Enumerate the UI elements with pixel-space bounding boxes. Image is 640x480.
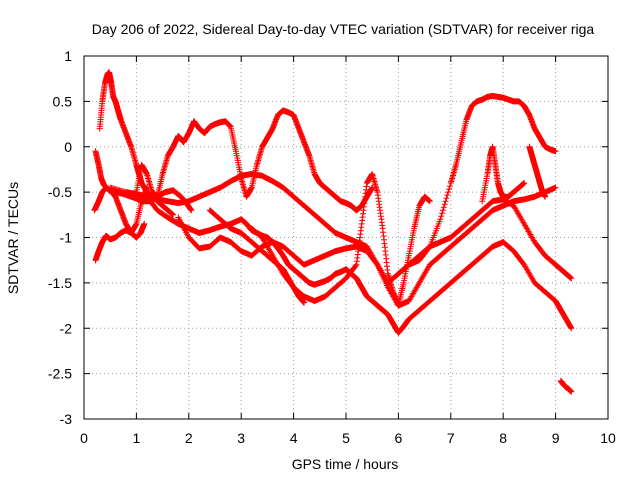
y-tick-label: 0.5 xyxy=(53,93,73,109)
series-track-12 xyxy=(479,143,528,205)
y-axis-label: SDTVAR / TECUs xyxy=(5,182,21,294)
x-axis-label: GPS time / hours xyxy=(292,456,399,472)
data-point-markers xyxy=(395,92,559,277)
y-tick-label: -1.5 xyxy=(48,275,72,291)
y-tick-label: -1 xyxy=(60,230,73,246)
y-tick-label: -0.5 xyxy=(48,184,72,200)
x-tick-label: 3 xyxy=(237,430,245,446)
x-axis: 0 1 2 3 4 5 6 7 8 9 10 xyxy=(80,56,616,446)
x-tick-label: 4 xyxy=(290,430,298,446)
x-tick-label: 0 xyxy=(80,430,88,446)
data-point-markers xyxy=(557,377,575,395)
series-track-11 xyxy=(395,92,559,277)
y-tick-label: 0 xyxy=(64,139,72,155)
series-track-3 xyxy=(92,184,150,264)
data-point-markers xyxy=(526,143,549,200)
data-point-markers xyxy=(248,171,433,309)
x-tick-label: 7 xyxy=(447,430,455,446)
x-tick-label: 6 xyxy=(395,430,403,446)
y-tick-label: -3 xyxy=(60,411,73,427)
y-axis: 1 0.5 0 -0.5 -1 -1.5 -2 -2.5 -3 xyxy=(48,48,608,427)
x-tick-label: 1 xyxy=(133,430,141,446)
series-track-14 xyxy=(557,377,575,395)
y-tick-label: -2.5 xyxy=(48,366,72,382)
data-points xyxy=(91,69,575,395)
data-point-markers xyxy=(92,184,150,264)
y-tick-label: 1 xyxy=(64,48,72,64)
series-track-10 xyxy=(248,171,433,309)
x-tick-label: 9 xyxy=(552,430,560,446)
x-tick-label: 2 xyxy=(185,430,193,446)
chart-title: Day 206 of 2022, Sidereal Day-to-day VTE… xyxy=(92,21,595,37)
x-tick-label: 5 xyxy=(342,430,350,446)
series-track-13 xyxy=(526,143,549,200)
x-tick-label: 10 xyxy=(600,430,616,446)
x-tick-label: 8 xyxy=(499,430,507,446)
y-tick-label: -2 xyxy=(60,320,73,336)
data-point-markers xyxy=(479,143,528,205)
